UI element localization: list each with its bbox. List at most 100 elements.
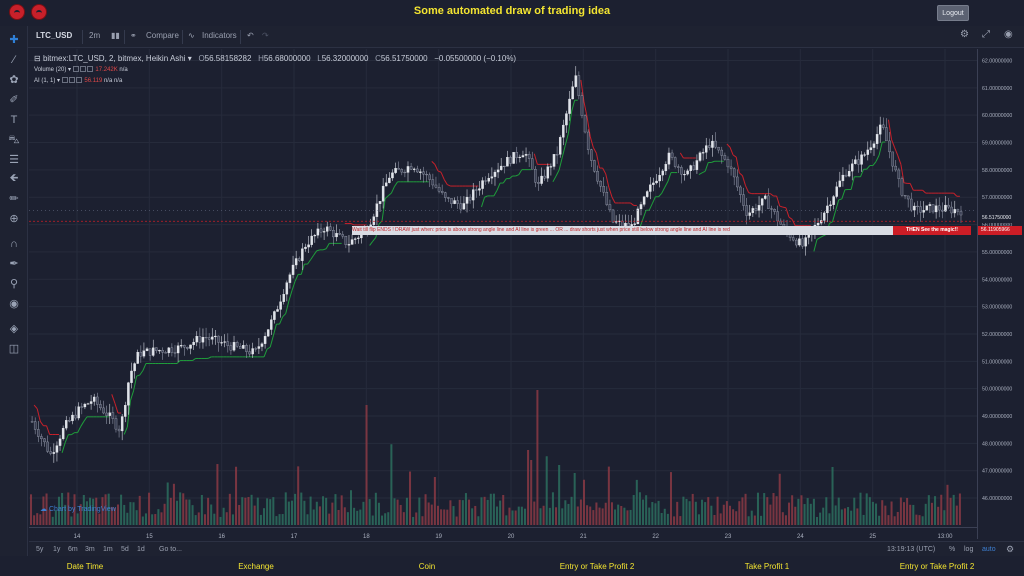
volume-bar xyxy=(952,494,955,525)
volume-bar xyxy=(284,492,287,525)
tradingview-link[interactable]: ☁ Chart by TradingView xyxy=(40,505,116,513)
candle xyxy=(301,248,304,261)
candle xyxy=(816,222,820,226)
arrow-left-icon[interactable]: 🡸 xyxy=(9,172,19,184)
close-icon[interactable] xyxy=(86,66,93,73)
fib-tool-icon[interactable]: ✿ xyxy=(9,74,19,86)
lock-drawing-icon[interactable]: ✒ xyxy=(9,258,19,270)
volume-bar xyxy=(278,514,281,525)
auto-toggle[interactable]: auto xyxy=(982,546,996,553)
volume-bar xyxy=(306,514,309,525)
volume-bar xyxy=(800,495,803,525)
trash-icon[interactable]: ◫ xyxy=(8,343,20,355)
settings-gear-icon[interactable]: ⚙ xyxy=(960,29,969,40)
volume-bar xyxy=(151,514,154,525)
interval-button[interactable]: 2m xyxy=(89,31,101,40)
zoom-in-icon[interactable]: ⊕ xyxy=(9,213,19,225)
time-axis[interactable]: 14 15 16 17 18 19 20 21 22 23 24 25 13:00 xyxy=(29,527,977,541)
redo-icon[interactable]: ↷ xyxy=(262,31,269,40)
candle xyxy=(102,407,105,414)
pattern-tool-icon[interactable]: ⛍ xyxy=(8,134,20,146)
volume-bar xyxy=(536,390,539,525)
undo-icon[interactable]: ↶ xyxy=(247,31,254,40)
range-6m[interactable]: 6m xyxy=(68,546,78,553)
trend-line-icon[interactable]: ∕ xyxy=(13,54,15,66)
volume-bar xyxy=(772,493,775,525)
prediction-tool-icon[interactable]: ☰ xyxy=(9,154,19,166)
chart-settings-gear-icon[interactable]: ⚙ xyxy=(1006,544,1015,554)
candle xyxy=(847,170,851,177)
percent-toggle[interactable]: % xyxy=(949,546,956,553)
indicators-button[interactable]: Indicators xyxy=(202,31,237,40)
compare-icon[interactable]: ⚭ xyxy=(130,31,137,40)
magnet-icon[interactable]: ∩ xyxy=(10,238,18,250)
ai-value: 56.119 xyxy=(84,78,103,84)
symbol-search[interactable]: LTC_USD xyxy=(36,31,73,40)
candle xyxy=(133,363,136,372)
range-5d[interactable]: 5d xyxy=(121,546,129,553)
candle xyxy=(419,171,422,173)
candle xyxy=(537,182,540,184)
gear-icon[interactable] xyxy=(68,77,75,84)
goto-button[interactable]: Go to... xyxy=(159,546,182,553)
ruler-icon[interactable]: ✏ xyxy=(9,193,19,205)
legend-collapse-icon[interactable]: ⊟ xyxy=(34,54,41,63)
volume-bar xyxy=(238,505,241,525)
volume-bar xyxy=(185,499,188,525)
candle xyxy=(294,258,298,266)
volume-bar xyxy=(607,466,610,525)
footer-take-profit-1: Take Profit 1 xyxy=(744,562,790,571)
range-5y[interactable]: 5y xyxy=(36,546,44,553)
volume-bar xyxy=(505,515,508,525)
ai-legend-label[interactable]: AI (1, 1) xyxy=(34,78,56,84)
volume-bar xyxy=(927,495,930,525)
candle xyxy=(46,441,49,452)
candle xyxy=(695,160,699,170)
candle xyxy=(136,351,139,364)
eye-icon[interactable] xyxy=(61,77,68,84)
candle xyxy=(919,206,922,213)
clock[interactable]: 13:19:13 (UTC) xyxy=(887,546,936,553)
candle xyxy=(795,239,798,246)
brush-icon[interactable]: ✐ xyxy=(9,94,19,106)
volume-bar xyxy=(95,497,98,525)
ai-line-segment xyxy=(838,198,842,201)
legend-series-name[interactable]: bitmex:LTC_USD, 2, bitmex, Heikin Ashi xyxy=(42,54,186,63)
volume-bar xyxy=(300,492,303,525)
indicators-icon[interactable]: ∿ xyxy=(188,31,195,40)
range-1y[interactable]: 1y xyxy=(53,546,61,553)
logout-button[interactable]: Logout xyxy=(937,5,969,21)
volume-bar xyxy=(79,504,82,525)
candle xyxy=(167,347,171,354)
gear-icon[interactable] xyxy=(79,66,86,73)
log-toggle[interactable]: log xyxy=(964,546,974,553)
tradingview-link-text[interactable]: Chart by TradingView xyxy=(48,506,116,513)
close-icon[interactable] xyxy=(75,77,82,84)
candle xyxy=(555,154,559,156)
range-3m[interactable]: 3m xyxy=(85,546,95,553)
text-tool-icon[interactable]: T xyxy=(10,114,18,126)
ai-dropdown-icon[interactable]: ▾ xyxy=(57,78,61,84)
ai-line-segment xyxy=(900,164,905,183)
volume-bar xyxy=(45,493,48,525)
range-1d[interactable]: 1d xyxy=(137,546,145,553)
volume-legend-label[interactable]: Volume (20) xyxy=(34,67,67,73)
volume-bar xyxy=(446,509,449,525)
eye-icon[interactable]: ◉ xyxy=(9,298,19,310)
lock-icon[interactable]: ⚲ xyxy=(9,278,19,290)
eye-icon[interactable] xyxy=(72,66,79,73)
compare-button[interactable]: Compare xyxy=(146,31,179,40)
volume-dropdown-icon[interactable]: ▾ xyxy=(68,67,72,73)
price-chart[interactable] xyxy=(29,49,977,539)
crosshair-icon[interactable]: ✚ xyxy=(9,34,19,46)
volume-bar xyxy=(542,505,545,525)
volume-bar xyxy=(884,505,887,525)
chart-style-icon[interactable]: ▮▮ xyxy=(111,31,120,40)
fullscreen-icon[interactable]: ⤢ xyxy=(982,29,990,40)
layers-icon[interactable]: ◈ xyxy=(9,323,19,335)
camera-icon[interactable]: ◉ xyxy=(1004,29,1013,40)
volume-bar xyxy=(862,514,865,525)
legend-dropdown-icon[interactable]: ▾ xyxy=(187,54,192,63)
price-axis[interactable]: 62.00000000 61.00000000 60.00000000 59.0000… xyxy=(977,49,1024,539)
range-1m[interactable]: 1m xyxy=(103,546,113,553)
